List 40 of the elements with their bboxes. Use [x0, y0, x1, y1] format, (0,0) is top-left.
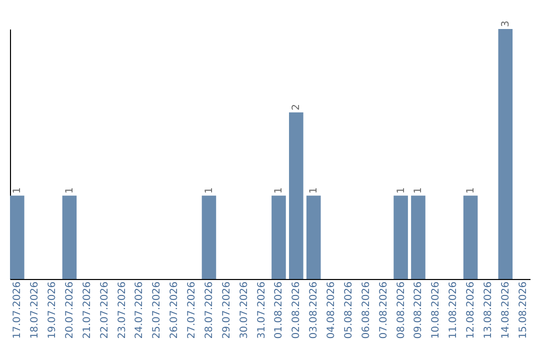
x-tick-label: 27.07.2026 — [186, 282, 198, 339]
data-label: 1 — [12, 187, 24, 194]
x-tick-label: 19.07.2026 — [47, 282, 58, 339]
x-tick-label: 15.08.2026 — [518, 282, 529, 339]
x-tick-label: 23.07.2026 — [116, 282, 128, 339]
x-tick-label: 10.08.2026 — [430, 282, 442, 339]
data-label: 1 — [308, 187, 320, 194]
x-tick-label: 02.08.2026 — [291, 282, 302, 339]
x-tick-label: 31.07.2026 — [256, 282, 268, 339]
x-tick-label: 25.07.2026 — [152, 282, 163, 339]
x-tick-label: 26.07.2026 — [169, 282, 180, 339]
x-tick-label: 13.08.2026 — [482, 282, 494, 339]
x-tick-label: 20.07.2026 — [64, 282, 76, 339]
data-label: 1 — [64, 187, 76, 194]
x-tick-label: 01.08.2026 — [274, 282, 285, 339]
x-tick-label: 08.08.2026 — [396, 282, 407, 339]
x-tick-label: 11.08.2026 — [448, 282, 460, 339]
x-tick-label: 06.08.2026 — [360, 282, 372, 339]
data-label: 1 — [396, 187, 407, 194]
x-tick-label: 09.08.2026 — [413, 282, 424, 339]
x-tick-label: 03.08.2026 — [308, 282, 320, 339]
x-tick-label: 18.07.2026 — [30, 282, 41, 339]
x-tick-label: 04.08.2026 — [326, 282, 338, 339]
x-tick-label: 24.07.2026 — [134, 282, 146, 339]
x-tick-label: 14.08.2026 — [500, 282, 512, 339]
data-label: 1 — [274, 187, 285, 194]
x-tick-label: 28.07.2026 — [204, 282, 215, 339]
data-label: 1 — [204, 187, 215, 194]
data-label: 2 — [291, 104, 302, 110]
x-tick-label: 30.07.2026 — [238, 282, 250, 339]
x-tick-label: 05.08.2026 — [343, 282, 354, 339]
data-label: 1 — [466, 187, 477, 194]
x-tick-label: 07.08.2026 — [378, 282, 390, 339]
x-tick-label: 17.07.2026 — [12, 282, 24, 339]
x-tick-label: 21.07.2026 — [82, 282, 93, 339]
x-tick-label: 12.08.2026 — [466, 282, 477, 339]
x-tick-label: 29.07.2026 — [221, 282, 232, 339]
data-label: 1 — [413, 187, 424, 194]
x-tick-label: 22.07.2026 — [99, 282, 110, 339]
data-label: 3 — [500, 20, 512, 27]
